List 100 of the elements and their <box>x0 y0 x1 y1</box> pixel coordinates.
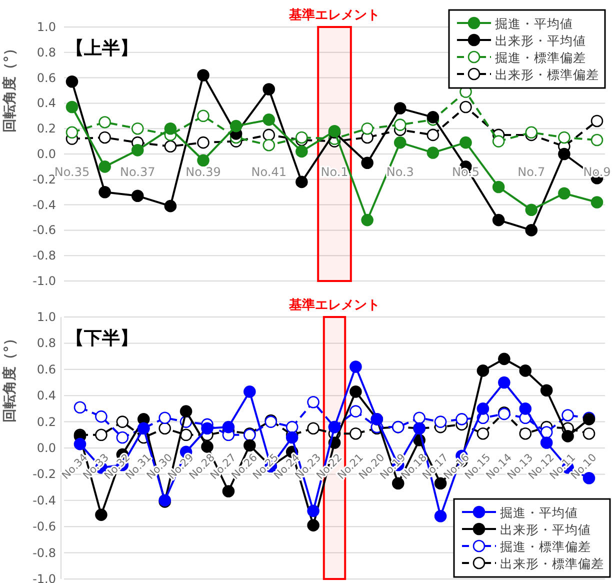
y-tick-label: -0.4 <box>32 492 56 507</box>
y-tick-label: 0.6 <box>36 362 56 376</box>
point <box>307 504 320 517</box>
text: 【下半】 <box>66 328 138 348</box>
point <box>201 440 214 452</box>
point <box>230 120 242 132</box>
point <box>394 136 406 149</box>
point <box>426 111 440 124</box>
point <box>98 116 111 128</box>
point <box>434 415 447 428</box>
point <box>492 214 505 226</box>
point <box>296 145 308 158</box>
point <box>131 190 144 202</box>
point <box>350 360 362 372</box>
point <box>307 518 320 531</box>
point <box>262 128 276 142</box>
point <box>540 384 553 396</box>
point <box>590 114 604 128</box>
x-tick-label: No.7 <box>518 165 546 179</box>
point <box>197 136 210 149</box>
y-tick-label: -1.0 <box>32 572 56 583</box>
point <box>590 196 604 208</box>
y-tick-label: 0.4 <box>36 96 56 110</box>
point <box>296 176 308 188</box>
point <box>95 508 108 520</box>
y-tick-label: -0.2 <box>32 466 56 481</box>
point <box>492 180 505 194</box>
point <box>519 426 532 440</box>
point <box>558 187 570 200</box>
point <box>164 140 177 153</box>
point <box>98 186 111 198</box>
point <box>456 412 468 425</box>
point <box>95 428 108 441</box>
point <box>286 430 298 444</box>
y-tick-label: 0.0 <box>36 147 56 161</box>
y-axis-title: 回転角度（°） <box>1 42 18 132</box>
band-label: 基準エレメント <box>288 298 380 312</box>
point <box>164 200 177 212</box>
y-tick-label: 0.2 <box>36 414 56 428</box>
point <box>158 411 171 424</box>
y-tick-label: -0.6 <box>32 223 56 238</box>
point <box>262 83 276 96</box>
point <box>95 410 108 422</box>
point <box>498 376 510 388</box>
point <box>350 385 362 398</box>
x-tick-label: No.39 <box>186 165 221 179</box>
point <box>262 138 276 152</box>
point <box>296 131 308 144</box>
point <box>558 131 570 144</box>
point <box>286 420 298 433</box>
point <box>66 126 78 139</box>
y-tick-label: -0.8 <box>32 248 56 263</box>
point <box>426 128 440 142</box>
point <box>131 144 144 156</box>
y-tick-label: -0.4 <box>32 198 56 212</box>
point <box>540 436 553 448</box>
y-tick-label: 1.0 <box>36 20 56 34</box>
point <box>394 118 406 131</box>
y-tick-label: 0.8 <box>36 45 56 60</box>
point <box>116 415 129 428</box>
point <box>244 385 256 398</box>
point <box>476 426 490 440</box>
legend-label: 出来形・標準偏差 <box>495 67 599 82</box>
point <box>519 402 532 414</box>
point <box>590 134 604 146</box>
point <box>350 426 362 440</box>
point <box>131 122 144 135</box>
point <box>525 224 538 236</box>
y-tick-label: 0.6 <box>36 70 56 85</box>
legend-label: 掘進・標準偏差 <box>500 538 591 554</box>
point <box>562 408 574 421</box>
x-tick-label: No.3 <box>386 165 414 179</box>
y-tick-label: 0.4 <box>36 388 56 402</box>
point <box>197 110 210 122</box>
point <box>307 422 320 434</box>
point <box>180 404 192 417</box>
y-tick-label: -0.8 <box>32 545 56 560</box>
x-tick-label: No.35 <box>54 165 90 179</box>
point <box>98 131 111 144</box>
point <box>66 100 78 114</box>
point <box>460 100 472 114</box>
x-tick-label: No.41 <box>251 165 286 179</box>
legend-label: 掘進・標準偏差 <box>495 50 586 65</box>
point <box>158 422 171 434</box>
point <box>180 428 192 441</box>
point <box>350 404 362 417</box>
point <box>164 122 177 135</box>
point <box>476 402 490 414</box>
y-tick-label: 0.0 <box>36 440 56 454</box>
y-tick-label: -0.2 <box>32 172 56 186</box>
point <box>197 154 210 166</box>
point <box>74 400 86 414</box>
point <box>562 430 574 442</box>
point <box>197 69 210 82</box>
x-tick-label: No.1 <box>320 165 348 179</box>
point <box>498 352 510 365</box>
point <box>116 430 129 444</box>
point <box>519 364 532 376</box>
point <box>222 420 235 433</box>
y-tick-label: 0.2 <box>36 122 56 136</box>
